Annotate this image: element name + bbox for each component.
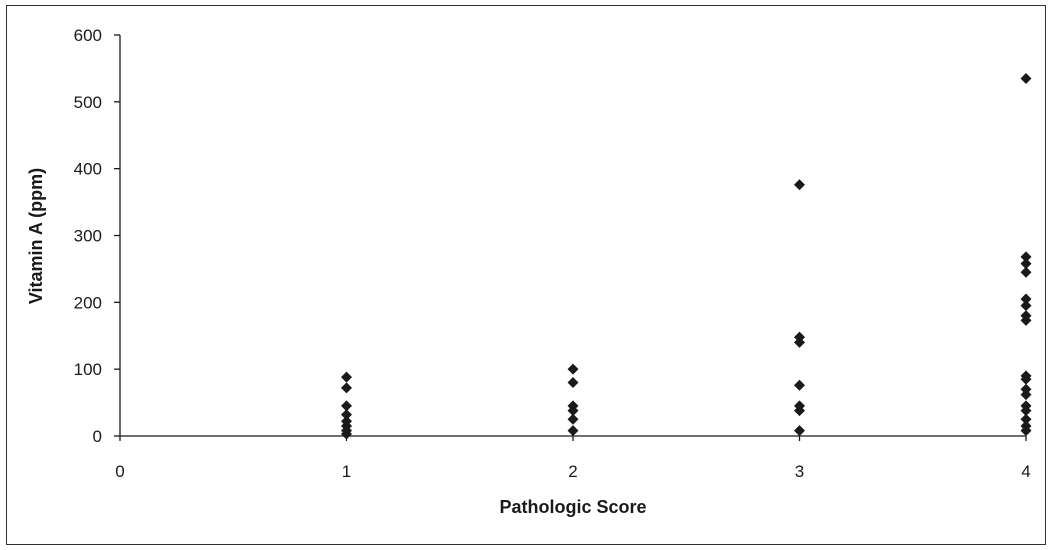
y-axis-title: Vitamin A (ppm) bbox=[26, 168, 46, 304]
data-point bbox=[341, 428, 352, 440]
data-point bbox=[794, 179, 805, 191]
data-point bbox=[1020, 251, 1032, 263]
data-point bbox=[1020, 293, 1032, 305]
y-tick-label: 200 bbox=[74, 293, 102, 312]
y-axis bbox=[114, 34, 121, 437]
data-point bbox=[1020, 72, 1032, 84]
y-tick-label: 500 bbox=[74, 93, 102, 112]
data-point bbox=[1020, 405, 1032, 417]
x-tick-label: 2 bbox=[568, 462, 577, 481]
data-point bbox=[1020, 413, 1032, 425]
data-point bbox=[567, 425, 579, 437]
data-point bbox=[341, 382, 352, 394]
data-point bbox=[1020, 258, 1032, 270]
data-point bbox=[567, 377, 579, 389]
x-axis-title: Pathologic Score bbox=[499, 497, 646, 517]
data-point bbox=[1020, 389, 1032, 401]
data-point bbox=[567, 413, 579, 425]
data-points bbox=[341, 72, 1032, 440]
x-axis bbox=[119, 435, 1027, 441]
data-point bbox=[1020, 425, 1032, 437]
data-point bbox=[1020, 300, 1032, 312]
x-tick-labels: 0 1 2 3 4 bbox=[115, 462, 1030, 481]
y-tick-label: 400 bbox=[74, 160, 102, 179]
y-tick-label: 300 bbox=[74, 227, 102, 246]
x-tick-label: 3 bbox=[795, 462, 804, 481]
data-point bbox=[341, 409, 352, 421]
x-tick-label: 4 bbox=[1021, 462, 1030, 481]
data-point bbox=[794, 379, 805, 391]
data-point bbox=[341, 371, 352, 383]
y-tick-label: 100 bbox=[74, 360, 102, 379]
y-tick-label: 600 bbox=[74, 26, 102, 45]
data-point bbox=[1020, 266, 1032, 278]
data-point bbox=[794, 405, 805, 417]
data-point bbox=[341, 400, 352, 412]
x-tick-label: 1 bbox=[342, 462, 351, 481]
data-point bbox=[567, 405, 579, 417]
data-point bbox=[794, 425, 805, 437]
x-tick-label: 0 bbox=[115, 462, 124, 481]
y-tick-label: 0 bbox=[93, 427, 102, 446]
data-point bbox=[1020, 314, 1032, 326]
data-point bbox=[794, 336, 805, 348]
data-point bbox=[1020, 373, 1032, 385]
chart-frame bbox=[6, 5, 1046, 545]
y-tick-labels: 0 100 200 300 400 500 600 bbox=[74, 26, 102, 446]
data-point bbox=[567, 363, 579, 375]
